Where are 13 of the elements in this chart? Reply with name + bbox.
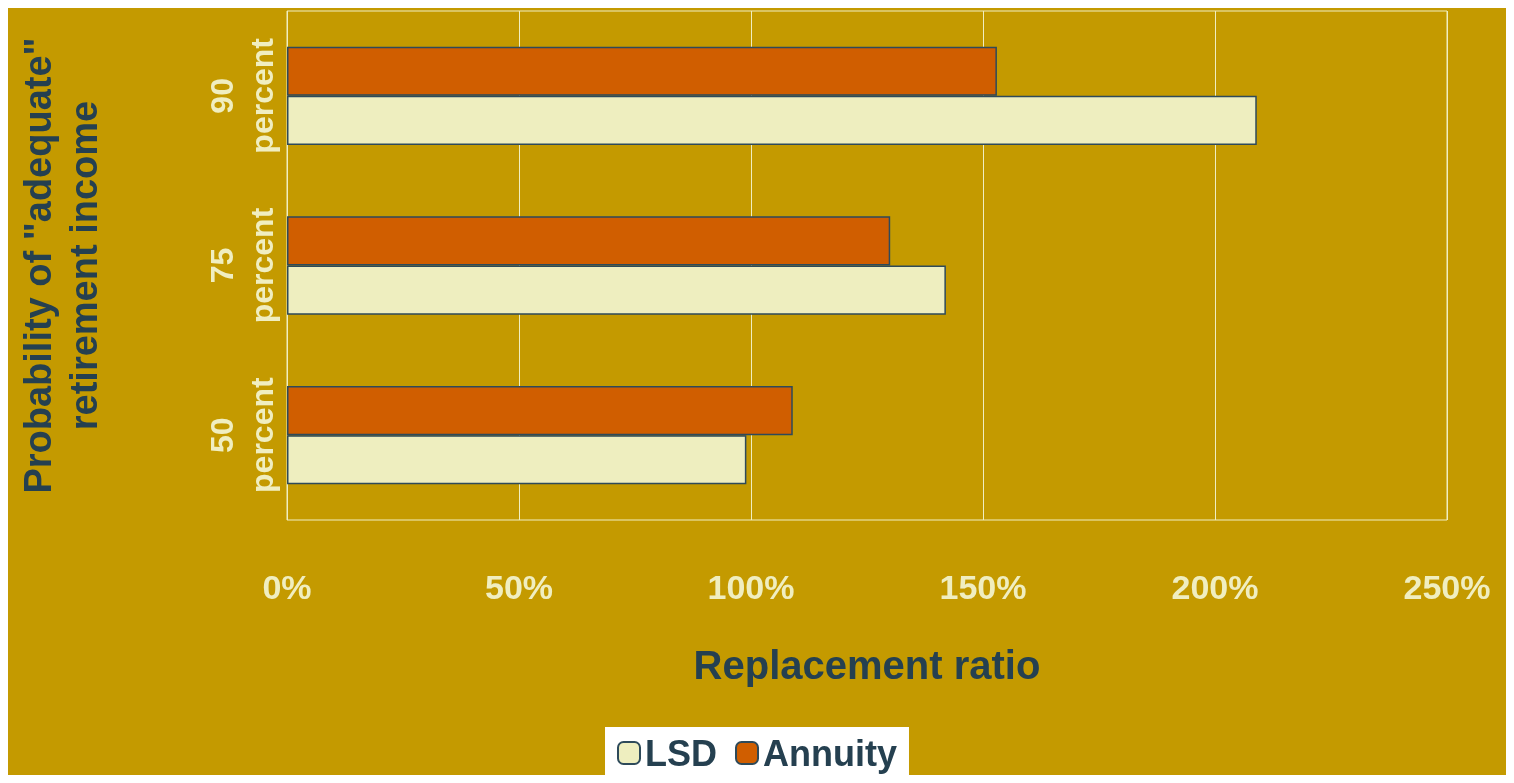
legend-label: LSD [645,732,718,774]
y-axis-title: Probability of "adequate" retirement income [17,37,105,494]
y-tick-label: 90 percent [204,37,280,154]
legend-label: Annuity [763,732,897,774]
x-tick-label: 250% [1403,568,1491,606]
x-tick-label: 50% [484,568,554,606]
x-tick-label: 150% [939,568,1027,606]
x-tick-label: 200% [1171,568,1259,606]
x-axis-title: Replacement ratio [693,643,1041,687]
y-tick-label: 50 percent [204,377,280,493]
x-tick-label: 0% [262,568,312,606]
x-tick-label: 100% [707,568,795,606]
y-tick-label: 75 percent [204,207,280,324]
